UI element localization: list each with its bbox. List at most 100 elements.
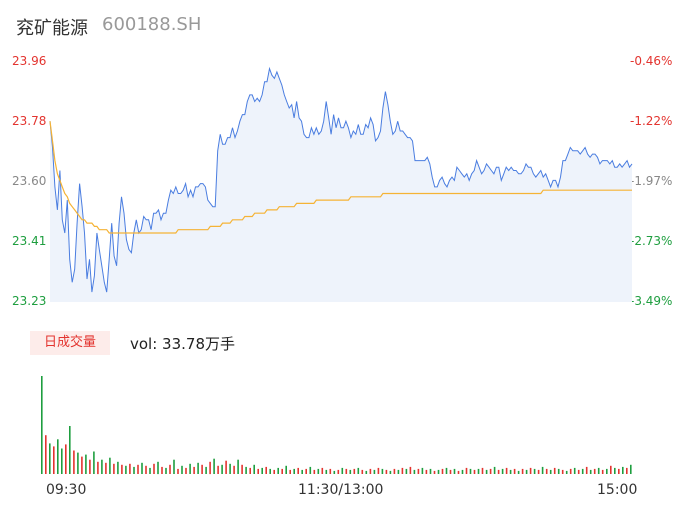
volume-bar bbox=[465, 467, 468, 474]
volume-bar bbox=[113, 463, 115, 474]
volume-bar bbox=[626, 467, 628, 474]
volume-bar bbox=[85, 454, 87, 474]
volume-bar bbox=[509, 469, 512, 474]
volume-bar bbox=[549, 469, 552, 474]
volume-bar bbox=[101, 459, 103, 474]
volume-bar bbox=[477, 468, 480, 474]
volume-bar bbox=[261, 467, 263, 474]
volume-bar bbox=[237, 459, 239, 474]
volume-bar bbox=[57, 439, 59, 474]
volume-bar bbox=[81, 456, 83, 474]
volume-bar bbox=[273, 469, 275, 474]
volume-bar bbox=[541, 466, 544, 474]
volume-bar bbox=[169, 464, 171, 474]
volume-bar bbox=[401, 467, 404, 474]
volume-bar bbox=[405, 468, 408, 474]
volume-bar bbox=[125, 465, 127, 474]
volume-bar bbox=[213, 458, 215, 474]
volume-bar bbox=[241, 464, 243, 474]
volume-bar bbox=[65, 444, 67, 474]
volume-bar bbox=[517, 470, 520, 474]
volume-bar bbox=[153, 463, 155, 474]
volume-bar bbox=[309, 466, 312, 474]
volume-bar bbox=[614, 467, 616, 474]
volume-bar bbox=[173, 459, 175, 474]
time-label-close: 15:00 bbox=[597, 482, 638, 498]
volume-bar bbox=[245, 466, 247, 474]
volume-bar bbox=[597, 467, 600, 474]
volume-bar bbox=[225, 460, 227, 474]
pct-label-2: -1.97% bbox=[630, 174, 673, 188]
volume-bar bbox=[553, 467, 556, 474]
volume-bar bbox=[193, 466, 195, 474]
volume-bar bbox=[165, 467, 167, 474]
volume-bar bbox=[341, 467, 344, 474]
volume-bar bbox=[606, 468, 608, 474]
volume-bar bbox=[305, 468, 307, 474]
volume-bar bbox=[589, 469, 592, 474]
volume-bar bbox=[610, 465, 612, 474]
volume-bar bbox=[157, 461, 159, 475]
pct-label-4: -3.49% bbox=[630, 294, 673, 308]
average-price-line bbox=[49, 121, 632, 234]
volume-bar bbox=[217, 465, 219, 474]
volume-bar bbox=[453, 468, 456, 474]
volume-bar bbox=[41, 376, 43, 474]
volume-bar bbox=[525, 469, 528, 474]
volume-bar bbox=[489, 468, 492, 474]
price-label-0: 23.96 bbox=[12, 54, 47, 68]
volume-bar bbox=[281, 468, 283, 474]
volume-bar bbox=[437, 469, 440, 474]
volume-bar bbox=[469, 468, 472, 474]
volume-bar bbox=[449, 469, 452, 474]
price-label-1: 23.78 bbox=[12, 114, 47, 128]
volume-bar bbox=[189, 463, 191, 474]
volume-bar bbox=[505, 467, 508, 474]
price-label-4: 23.23 bbox=[12, 294, 47, 308]
volume-bar bbox=[329, 468, 332, 474]
volume-bar bbox=[181, 465, 183, 474]
volume-bar bbox=[133, 466, 135, 474]
volume-bar bbox=[441, 468, 444, 474]
volume-bar bbox=[565, 470, 568, 474]
volume-bar bbox=[89, 459, 91, 474]
volume-bar bbox=[545, 468, 548, 474]
volume-badge[interactable]: 日成交量 bbox=[30, 331, 110, 355]
volume-bar bbox=[321, 467, 324, 474]
volume-bar bbox=[77, 452, 79, 474]
volume-bar bbox=[209, 461, 211, 475]
volume-bar bbox=[49, 443, 51, 474]
volume-bar bbox=[445, 467, 448, 474]
volume-bar bbox=[601, 469, 604, 474]
volume-bar bbox=[473, 469, 476, 474]
volume-bar bbox=[573, 467, 576, 474]
volume-bar bbox=[121, 464, 123, 474]
stock-code: 600188.SH bbox=[102, 14, 202, 35]
volume-bar bbox=[585, 466, 588, 474]
pct-label-3: -2.73% bbox=[630, 234, 673, 248]
volume-bar bbox=[293, 468, 295, 474]
volume-bar bbox=[45, 435, 47, 474]
volume-bar bbox=[425, 469, 428, 474]
volume-bar bbox=[253, 464, 255, 474]
volume-bar bbox=[109, 457, 111, 474]
volume-bar bbox=[537, 469, 540, 474]
volume-bar bbox=[221, 464, 223, 474]
volume-bar bbox=[61, 448, 63, 474]
volume-bar bbox=[433, 470, 436, 474]
volume-bar bbox=[97, 461, 99, 475]
volume-bar bbox=[493, 466, 496, 474]
stock-name: 兖矿能源 bbox=[16, 18, 88, 39]
volume-bar bbox=[481, 467, 484, 474]
volume-bar bbox=[233, 465, 235, 474]
volume-bar bbox=[325, 469, 328, 474]
volume-bar bbox=[185, 467, 187, 474]
volume-bar bbox=[289, 469, 291, 474]
volume-bar bbox=[145, 465, 147, 474]
price-label-3: 23.41 bbox=[12, 234, 47, 248]
volume-bar bbox=[381, 468, 384, 474]
time-label-open: 09:30 bbox=[46, 482, 87, 498]
volume-bar bbox=[389, 470, 392, 474]
volume-bar bbox=[105, 462, 107, 474]
